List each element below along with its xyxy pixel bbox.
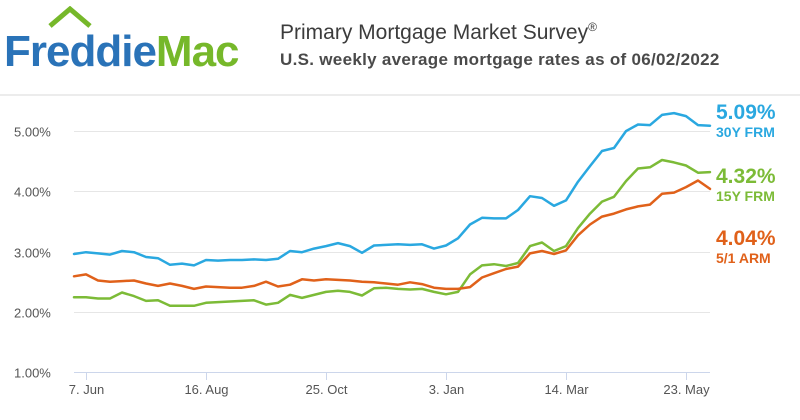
legend-30y-label: 30Y FRM — [716, 124, 775, 140]
series-line-0 — [72, 111, 712, 267]
logo-wordmark: FreddieMac — [4, 27, 240, 76]
legend-15y-label: 15Y FRM — [716, 188, 775, 204]
legend-15y-value: 4.32% — [716, 165, 776, 188]
legend-arm: 4.04% 5/1 ARM — [716, 228, 794, 267]
x-tick-label: 23. May — [663, 382, 710, 397]
x-tick-label: 25. Oct — [306, 382, 348, 397]
legend-30y-value: 5.09% — [716, 101, 776, 124]
y-tick-label: 1.00% — [14, 366, 51, 381]
chart-subtitle: U.S. weekly average mortgage rates as of… — [280, 50, 720, 69]
registered-mark: ® — [588, 20, 597, 34]
x-tick-label: 16. Aug — [184, 382, 228, 397]
logo-freddie: Freddie — [4, 27, 157, 76]
y-tick-label: 4.00% — [14, 185, 51, 200]
chart-title: Primary Mortgage Market Survey® — [280, 20, 597, 44]
series-line-1 — [72, 158, 712, 308]
y-tick-label: 3.00% — [14, 246, 51, 261]
house-roof-icon — [48, 6, 92, 28]
legend-arm-value: 4.04% — [716, 227, 776, 250]
logo-mac: Mac — [155, 27, 240, 76]
freddie-mac-logo: FreddieMac — [4, 6, 254, 76]
legend-arm-label: 5/1 ARM — [716, 250, 771, 266]
legend-15y: 4.32% 15Y FRM — [716, 166, 794, 205]
y-tick-label: 2.00% — [14, 306, 51, 321]
x-tick-label: 3. Jan — [429, 382, 464, 397]
series-line-2 — [72, 179, 712, 291]
legend-30y: 5.09% 30Y FRM — [716, 102, 794, 141]
x-tick-label: 14. Mar — [544, 382, 589, 397]
x-tick-label: 7. Jun — [69, 382, 104, 397]
y-tick-label: 5.00% — [14, 125, 51, 140]
